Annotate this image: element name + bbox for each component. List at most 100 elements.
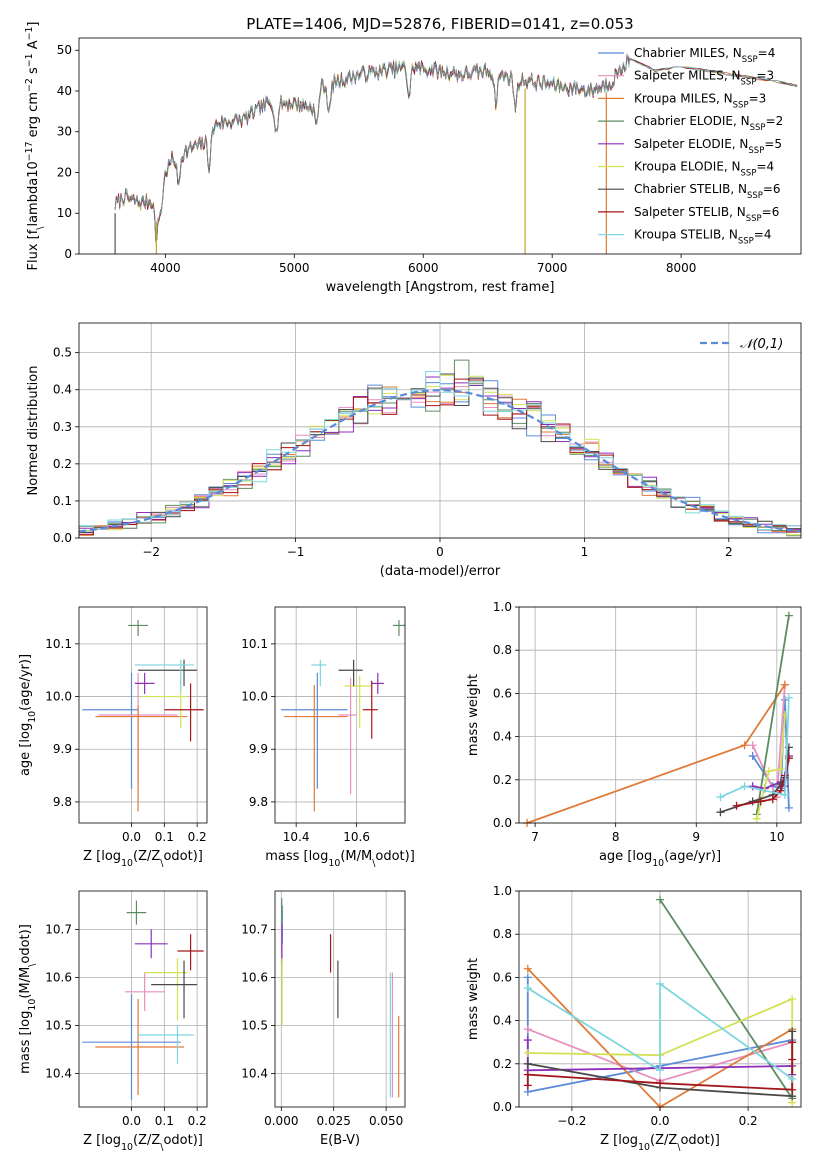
Z-mass-ytick-label: 10.5 xyxy=(45,1018,72,1032)
age-weight-marker xyxy=(780,680,789,689)
age-weight-marker xyxy=(748,752,757,761)
residuals-xtick-label: 0 xyxy=(436,545,444,559)
Z-mass-xtick-label: 0.2 xyxy=(188,1114,207,1128)
EBV-mass-ytick-label: 10.4 xyxy=(241,1066,268,1080)
age-weight-marker xyxy=(768,795,777,804)
spectrum-plot-area xyxy=(114,53,798,254)
Z-age-ytick-label: 10.0 xyxy=(45,690,72,704)
Z-age-point-3 xyxy=(128,620,148,636)
Z-weight-ytick-label: 0.6 xyxy=(493,970,512,984)
mass-age-ytick-label: 10.0 xyxy=(241,690,268,704)
residuals-hist-7 xyxy=(78,378,801,538)
legend-entry-1: Salpeter MILES, NSSP=3 xyxy=(634,69,774,88)
Z-age-point-2 xyxy=(95,706,188,812)
EBV-mass-xtick-label: 0.025 xyxy=(317,1114,351,1128)
age-weight-marker xyxy=(716,808,725,817)
age-weight-series-3 xyxy=(755,615,790,815)
residuals-frame xyxy=(78,322,802,539)
residuals-plot-area xyxy=(78,359,802,538)
Z-weight-marker xyxy=(523,1036,532,1045)
Z-weight-xtick-label: 0.2 xyxy=(739,1114,758,1128)
Z-age-xtick-label: 0.2 xyxy=(188,830,207,844)
spectrum-data-line xyxy=(114,56,630,241)
Z-age-point-7 xyxy=(164,683,204,742)
Z-weight-marker xyxy=(523,973,532,982)
Z-mass-point-7 xyxy=(177,934,204,971)
Z-mass-ylabel: mass [log10(M/M\odot)] xyxy=(18,924,38,1074)
age-weight-marker xyxy=(780,790,789,799)
spectrum-ytick-label: 10 xyxy=(57,206,72,220)
mass-age-xtick-label: 10.6 xyxy=(343,830,370,844)
age-weight-xtick-label: 10 xyxy=(769,830,784,844)
legend-entry-3: Chabrier ELODIE, NSSP=2 xyxy=(634,114,783,133)
Z-mass-point-8 xyxy=(138,1025,194,1064)
residuals-xtick-label: −2 xyxy=(142,545,160,559)
spectrum-xlabel: wavelength [Angstrom, rest frame] xyxy=(326,280,555,295)
Z-mass-point-1 xyxy=(124,972,165,1011)
Z-weight-marker xyxy=(788,995,797,1003)
mass-age-ytick-label: 9.9 xyxy=(249,742,268,756)
Z-mass-point-2 xyxy=(95,999,185,1095)
Z-age-frame xyxy=(78,606,208,824)
Z-mass-point-6 xyxy=(151,960,198,1019)
Z-weight-ytick-label: 0.8 xyxy=(493,927,512,941)
EBV-mass-xlabel: E(B-V) xyxy=(320,1133,360,1148)
Z-mass-panel: 0.0 0.1 0.2 10.4 10.5 10.6 10.7 Z [log10(Z/Z\od… xyxy=(18,890,208,1153)
Z-mass-xtick-label: 0.0 xyxy=(122,1114,141,1128)
residuals-ylabel: Normed distribution xyxy=(26,366,41,496)
Z-weight-marker xyxy=(523,1081,532,1090)
Z-age-panel: 0.0 0.1 0.2 9.8 9.9 10.0 10.1 Z [log10(Z/Z\odot… xyxy=(18,606,208,869)
Z-weight-series-8 xyxy=(527,982,793,1080)
legend-entry-8: Kroupa STELIB, NSSP=4 xyxy=(634,228,772,247)
Z-weight-ytick-label: 0.4 xyxy=(493,1014,512,1028)
Z-weight-marker xyxy=(523,984,532,993)
mass-age-panel: 10.4 10.6 9.8 9.9 10.0 10.1 mass [log10(M/M\od… xyxy=(241,606,415,869)
Z-weight-panel: −0.2 0.0 0.2 0.0 0.2 0.4 0.6 0.8 1.0 Z [log10(Z/Z… xyxy=(466,884,802,1153)
Z-weight-ylabel: mass weight xyxy=(466,958,481,1040)
panels: 4000 5000 6000 7000 800001020304050wavelengt… xyxy=(18,22,802,1153)
age-weight-ytick-label: 0.2 xyxy=(493,773,512,787)
EBV-mass-ytick-label: 10.5 xyxy=(241,1018,268,1032)
age-weight-plot-area xyxy=(523,611,793,827)
spectrum-xtick-label: 4000 xyxy=(150,261,181,275)
age-weight-xtick-label: 9 xyxy=(692,830,700,844)
mass-age-point-3 xyxy=(392,620,405,636)
EBV-mass-panel: 0.000 0.025 0.050 10.4 10.5 10.6 10.7 E(B-V) xyxy=(241,890,406,1148)
age-weight-ytick-label: 0.0 xyxy=(493,816,512,830)
age-weight-marker xyxy=(764,767,773,776)
age-weight-xlabel: age [log10(age/yr)] xyxy=(599,849,721,869)
age-weight-ytick-label: 1.0 xyxy=(493,600,512,614)
Z-weight-marker xyxy=(656,1079,664,1088)
residuals-hist-8 xyxy=(78,371,801,538)
Z-weight-marker xyxy=(788,1055,797,1064)
spectrum-panel: 4000 5000 6000 7000 8000 0 10 20 30 40 50 wavelengt… xyxy=(24,22,802,295)
mass-age-frame xyxy=(274,606,406,824)
Z-age-ytick-label: 10.1 xyxy=(45,637,72,651)
age-weight-xtick-label: 8 xyxy=(612,830,620,844)
legend-entry-7: Salpeter STELIB, NSSP=6 xyxy=(634,205,779,224)
Z-mass-frame xyxy=(78,890,208,1108)
Z-weight-ytick-label: 0.2 xyxy=(493,1057,512,1071)
mass-age-point-8 xyxy=(311,659,327,687)
Z-age-point-8 xyxy=(134,659,194,692)
residuals-legend-label: 𝒩(0,1) xyxy=(740,337,783,352)
spectrum-ylabel: Flux [f\lambda10−17 erg cm−2 s−1 A−1] xyxy=(24,22,46,271)
age-weight-ytick-label: 0.8 xyxy=(493,643,512,657)
spectrum-legend: Chabrier MILES, NSSP=4 Salpeter MILES, NS… xyxy=(598,46,783,247)
Z-weight-marker xyxy=(788,1038,797,1047)
Z-age-xtick-label: 0.1 xyxy=(155,830,174,844)
residuals-ytick-label: 0.5 xyxy=(53,346,72,360)
legend-entry-4: Salpeter ELODIE, NSSP=5 xyxy=(634,137,782,156)
residuals-ytick-label: 0.0 xyxy=(53,531,72,545)
mass-age-ytick-label: 9.8 xyxy=(249,795,268,809)
legend-entry-5: Kroupa ELODIE, NSSP=4 xyxy=(634,160,774,179)
age-weight-marker xyxy=(748,741,757,750)
mass-age-ytick-label: 10.1 xyxy=(241,637,268,651)
Z-weight-marker xyxy=(523,1059,532,1068)
mass-age-point-4 xyxy=(371,672,384,694)
mass-age-point-1 xyxy=(338,678,357,795)
Z-age-point-0 xyxy=(82,672,139,789)
spectrum-xtick-label: 8000 xyxy=(666,261,697,275)
